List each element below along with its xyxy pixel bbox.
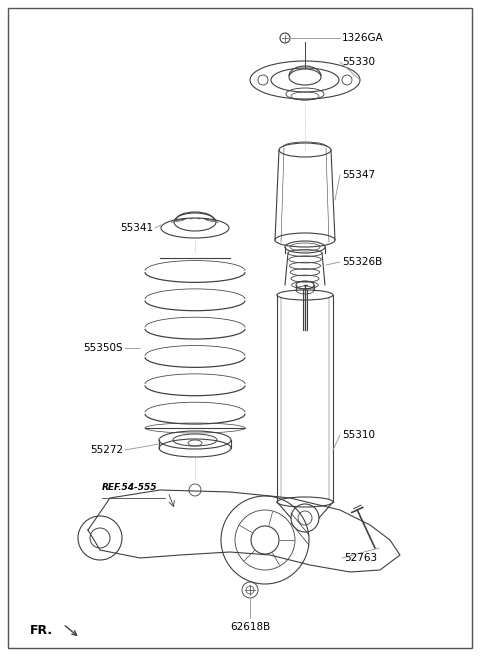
Text: 55347: 55347 (342, 170, 375, 180)
Text: 55272: 55272 (90, 445, 123, 455)
Text: FR.: FR. (30, 623, 53, 636)
Text: 55341: 55341 (120, 223, 153, 233)
Text: 62618B: 62618B (230, 622, 270, 632)
Text: 55350S: 55350S (84, 343, 123, 353)
Text: 52763: 52763 (344, 553, 377, 563)
Text: 55310: 55310 (342, 430, 375, 440)
Text: 55330: 55330 (342, 57, 375, 67)
Text: REF.54-555: REF.54-555 (102, 483, 157, 492)
Text: 55326B: 55326B (342, 257, 382, 267)
Text: 1326GA: 1326GA (342, 33, 384, 43)
